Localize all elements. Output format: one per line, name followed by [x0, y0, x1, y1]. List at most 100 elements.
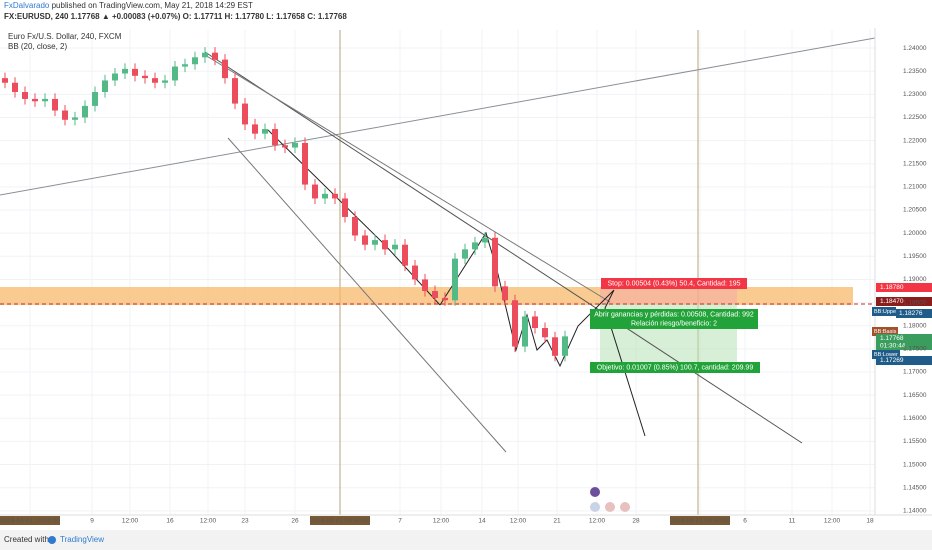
x-tick-label: 12:00 — [200, 518, 217, 525]
footer-brand[interactable]: TradingView — [60, 535, 104, 544]
candle-body — [72, 117, 78, 120]
x-tick-label: 18 — [866, 518, 874, 525]
y-tick-label: 1.14500 — [903, 484, 927, 491]
risk-reward-label: Relación riesgo/beneficio: 2 — [631, 320, 717, 327]
bb-basis-name: BB:Basis — [874, 329, 897, 335]
x-tick-label: 6 — [743, 518, 747, 525]
candle-body — [412, 265, 418, 280]
x-tick-badge — [670, 516, 730, 525]
candle-body — [442, 297, 448, 301]
published: published on TradingView.com, May 21, 20… — [52, 1, 253, 10]
plot — [2, 47, 568, 362]
candle-body — [302, 142, 308, 185]
y-tick-label: 1.16000 — [903, 415, 927, 422]
candle-body — [422, 279, 428, 292]
price-tag — [872, 307, 896, 316]
x-tick-label: 12:00 — [433, 518, 450, 525]
candle-body — [102, 80, 108, 93]
candle-body — [222, 59, 228, 79]
x-tick-label: 9 — [90, 518, 94, 525]
y-tick-label: 1.18000 — [903, 322, 927, 329]
stop-box — [601, 278, 747, 289]
candle-body — [382, 240, 388, 250]
zone — [0, 287, 853, 305]
candle-body — [552, 337, 558, 356]
candle-body — [262, 129, 268, 134]
candle-body — [292, 142, 298, 148]
candle-body — [492, 237, 498, 287]
x-tick-label: 12:00 — [824, 518, 841, 525]
candle-body — [182, 64, 188, 67]
y-tick-label: 1.19000 — [903, 276, 927, 283]
candle-body — [402, 244, 408, 266]
price-tag — [876, 356, 932, 365]
candle-body — [372, 240, 378, 245]
y-tick-label: 1.17500 — [903, 346, 927, 353]
candle-body — [232, 78, 238, 104]
y-tick-label: 1.22000 — [903, 137, 927, 144]
x-tick-label: 2018-06-01 00:00:00 — [670, 518, 731, 525]
candle-body — [122, 68, 128, 74]
x-tick-label: 26 — [291, 518, 299, 525]
logo — [48, 536, 56, 544]
y-tick-label: 1.23000 — [903, 91, 927, 98]
countdown: 01:30:44 — [880, 343, 906, 350]
bb-upper-name: BB:Upper — [874, 309, 898, 315]
candle-body — [272, 129, 278, 146]
y-tick-label: 1.14000 — [903, 508, 927, 515]
candle-body — [52, 98, 58, 111]
price-tag — [876, 283, 932, 292]
candle-body — [332, 193, 338, 199]
candle-body — [112, 73, 118, 81]
x-tick-label: 23 — [241, 518, 249, 525]
channel-line — [204, 54, 611, 303]
target-box — [590, 362, 760, 373]
candle-body — [512, 300, 518, 347]
candle-body — [192, 57, 198, 65]
symbol-line: FX:EURUSD, 240 1.17768 ▲ +0.00083 (+0.07… — [4, 12, 347, 21]
y-tick-label: 1.23500 — [903, 68, 927, 75]
price-tag — [896, 309, 932, 318]
candle-body — [152, 78, 158, 83]
x-tick-label: 2018-04-01 20:00:00 — [0, 518, 61, 525]
x-tick-label: 2018-05-01 00:00:00 — [310, 518, 371, 525]
candle-body — [202, 52, 208, 58]
x-tick-badge — [0, 516, 60, 525]
y-tick-label: 1.21500 — [903, 160, 927, 167]
publisher-name: FxDalvarado — [4, 1, 50, 10]
stop-label: Stop: 0.00504 (0.43%) 50.4, Cantidad: 19… — [607, 280, 740, 287]
event-icon — [620, 502, 630, 512]
chart-title: Euro Fx/U.S. Dollar, 240, FXCM — [8, 32, 122, 41]
candle-body — [282, 145, 288, 148]
target-label: Objetivo: 0.01007 (0.85%) 100.7, cantida… — [597, 364, 754, 371]
event-icon — [605, 502, 615, 512]
y-tick-label: 1.19500 — [903, 253, 927, 260]
pnl-box — [590, 309, 758, 329]
candle-body — [542, 328, 548, 338]
candle-body — [42, 98, 48, 102]
last-price: 1.17768 — [880, 335, 904, 342]
y-tick-label: 1.24000 — [903, 45, 927, 52]
x-tick-label: 21 — [553, 518, 561, 525]
trend-line — [0, 37, 876, 196]
candle-body — [92, 92, 98, 106]
candle-body — [322, 193, 328, 199]
stop-area — [600, 287, 737, 304]
x-tick-label: 16 — [166, 518, 174, 525]
footer-created: Created with — [4, 535, 49, 544]
x-tick-label: 12:00 — [589, 518, 606, 525]
candle-body — [82, 105, 88, 118]
candle-body — [532, 316, 538, 329]
pnl-label: Abrir ganancias y pérdidas: 0.00508, Can… — [594, 311, 754, 318]
candle-body — [522, 316, 528, 347]
y-tick-label: 1.16500 — [903, 392, 927, 399]
candle-body — [362, 235, 368, 245]
candle-body — [62, 110, 68, 120]
x-tick-label: 12:00 — [122, 518, 139, 525]
y-tick-label: 1.15500 — [903, 438, 927, 445]
candle-body — [162, 80, 168, 83]
candle-body — [142, 75, 148, 79]
indicator: BB (20, close, 2) — [8, 42, 67, 51]
